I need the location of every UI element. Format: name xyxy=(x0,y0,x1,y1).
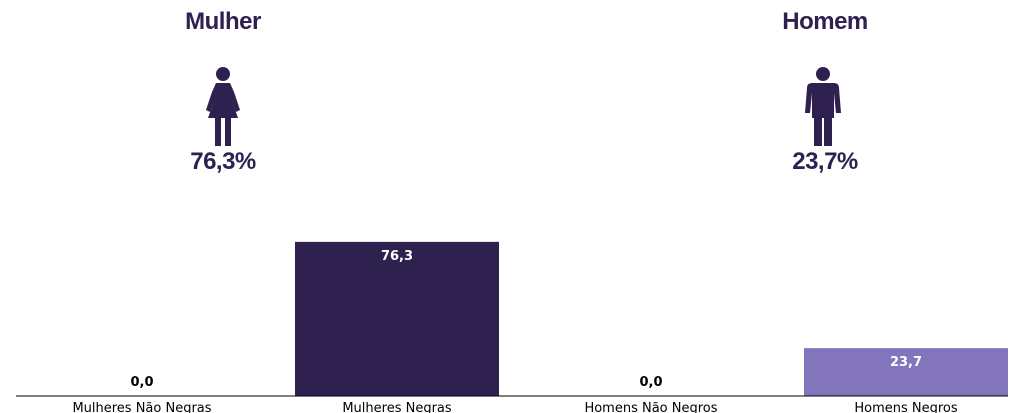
category-label-3: Homens Não Negros xyxy=(584,401,717,413)
female-title: Mulher xyxy=(185,8,261,35)
category-label-4: Homens Negros xyxy=(854,401,958,413)
bar-value-label-1: 0,0 xyxy=(130,375,153,390)
male-percent: 23,7% xyxy=(792,148,858,175)
bar-2 xyxy=(295,241,499,396)
male-title: Homem xyxy=(782,8,868,35)
female-person-icon xyxy=(206,67,240,146)
bar-value-label-3: 0,0 xyxy=(639,375,662,390)
bar-value-label-2: 76,3 xyxy=(381,249,413,264)
male-person-icon xyxy=(805,67,841,146)
category-label-1: Mulheres Não Negras xyxy=(72,401,211,413)
female-percent: 76,3% xyxy=(190,148,256,175)
bar-4 xyxy=(804,348,1008,396)
bar-value-label-4: 23,7 xyxy=(890,355,922,370)
category-label-2: Mulheres Negras xyxy=(342,401,452,413)
